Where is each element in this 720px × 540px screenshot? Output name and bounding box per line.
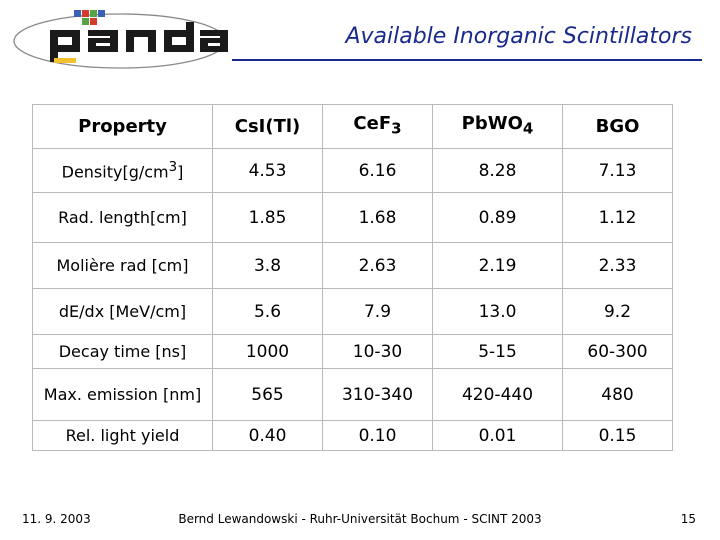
table-header-row: Property CsI(Tl) CeF3 PbWO4 BGO <box>32 104 673 149</box>
value-cell: 310-340 <box>322 368 433 421</box>
value-cell: 8.28 <box>432 148 563 193</box>
table-row: Density[g/cm3] 4.53 6.16 8.28 7.13 <box>32 148 673 193</box>
value-cell: 3.8 <box>212 242 323 289</box>
value-cell: 4.53 <box>212 148 323 193</box>
footer-date: 11. 9. 2003 <box>22 512 91 526</box>
property-label: Density[g/cm3] <box>32 148 213 193</box>
property-label: Rel. light yield <box>32 420 213 451</box>
footer-page-number: 15 <box>680 512 696 526</box>
value-cell: 565 <box>212 368 323 421</box>
header-cell-pbwo4: PbWO4 <box>432 104 563 149</box>
table-row: Molière rad [cm] 3.8 2.63 2.19 2.33 <box>32 242 673 289</box>
table-row: Rad. length[cm] 1.85 1.68 0.89 1.12 <box>32 192 673 243</box>
panda-logo <box>13 10 228 69</box>
value-cell: 5.6 <box>212 288 323 335</box>
value-cell: 2.19 <box>432 242 563 289</box>
property-label: Max. emission [nm] <box>32 368 213 421</box>
value-cell: 13.0 <box>432 288 563 335</box>
header-cell-csi: CsI(Tl) <box>212 104 323 149</box>
property-label: Rad. length[cm] <box>32 192 213 243</box>
property-label: dE/dx [MeV/cm] <box>32 288 213 335</box>
value-cell: 480 <box>562 368 673 421</box>
value-cell: 7.9 <box>322 288 433 335</box>
value-cell: 60-300 <box>562 334 673 369</box>
header-cell-bgo: BGO <box>562 104 673 149</box>
value-cell: 0.01 <box>432 420 563 451</box>
footer-author: Bernd Lewandowski - Ruhr-Universität Boc… <box>178 512 542 526</box>
slide-title: Available Inorganic Scintillators <box>345 24 692 49</box>
value-cell: 1.85 <box>212 192 323 243</box>
table-row: Decay time [ns] 1000 10-30 5-15 60-300 <box>32 334 673 369</box>
table-row: dE/dx [MeV/cm] 5.6 7.9 13.0 9.2 <box>32 288 673 335</box>
value-cell: 0.10 <box>322 420 433 451</box>
header-cell-property: Property <box>32 104 213 149</box>
property-label: Molière rad [cm] <box>32 242 213 289</box>
scintillator-properties-table: Property CsI(Tl) CeF3 PbWO4 BGO Density[… <box>32 104 673 451</box>
value-cell: 0.15 <box>562 420 673 451</box>
value-cell: 7.13 <box>562 148 673 193</box>
value-cell: 1000 <box>212 334 323 369</box>
value-cell: 420-440 <box>432 368 563 421</box>
logo-ellipse-outline <box>13 13 227 69</box>
value-cell: 2.33 <box>562 242 673 289</box>
value-cell: 0.40 <box>212 420 323 451</box>
value-cell: 6.16 <box>322 148 433 193</box>
property-label: Decay time [ns] <box>32 334 213 369</box>
logo-color-squares <box>74 10 105 25</box>
value-cell: 9.2 <box>562 288 673 335</box>
value-cell: 0.89 <box>432 192 563 243</box>
value-cell: 1.68 <box>322 192 433 243</box>
table-row: Rel. light yield 0.40 0.10 0.01 0.15 <box>32 420 673 451</box>
logo-wordmark-letters <box>50 22 228 63</box>
value-cell: 2.63 <box>322 242 433 289</box>
title-underline <box>232 59 702 61</box>
value-cell: 5-15 <box>432 334 563 369</box>
value-cell: 10-30 <box>322 334 433 369</box>
table-row: Max. emission [nm] 565 310-340 420-440 4… <box>32 368 673 421</box>
value-cell: 1.12 <box>562 192 673 243</box>
header-cell-cef3: CeF3 <box>322 104 433 149</box>
